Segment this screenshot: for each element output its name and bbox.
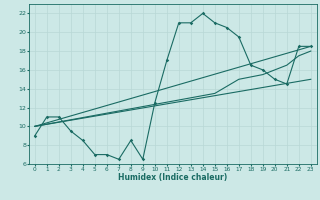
X-axis label: Humidex (Indice chaleur): Humidex (Indice chaleur) (118, 173, 228, 182)
